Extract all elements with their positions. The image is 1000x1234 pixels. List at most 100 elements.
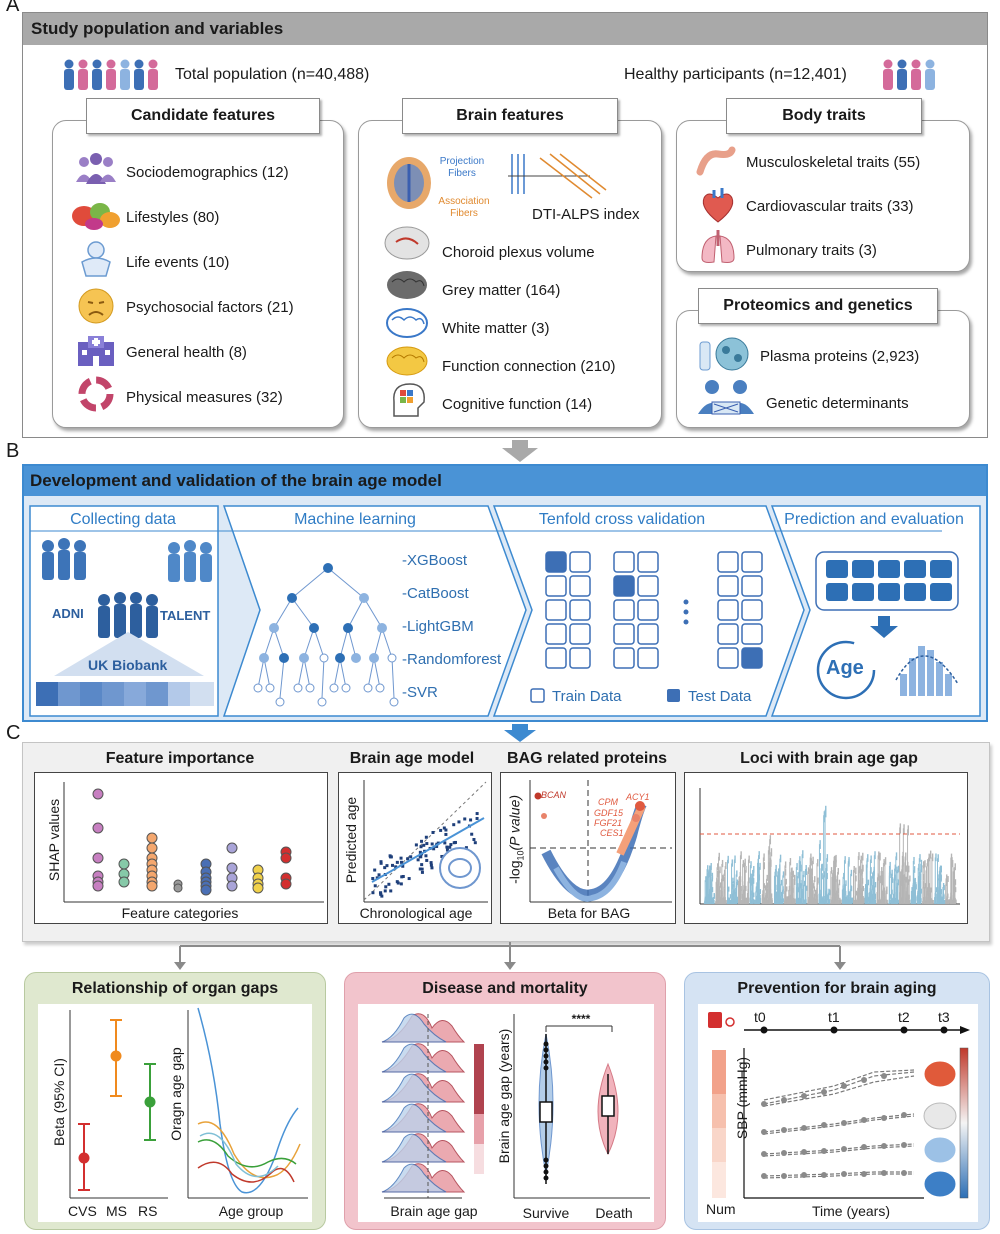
significance-label: ****	[571, 1012, 591, 1026]
body-item-2: Pulmonary traits (3)	[746, 242, 877, 259]
shap-plot	[63, 782, 324, 903]
test-data-swatch	[667, 689, 680, 702]
body-traits-title: Body traits	[726, 98, 922, 134]
cohort-illustration	[36, 538, 214, 706]
step-prediction: Prediction and evaluation	[784, 511, 964, 528]
cohort-talent: TALENT	[160, 608, 211, 623]
cohort-ukb: UK Biobank	[88, 657, 168, 673]
ml-method-xgboost: -XGBoost	[402, 552, 468, 569]
brain-item-0: Choroid plexus volume	[442, 244, 595, 261]
train-data-swatch	[530, 688, 545, 703]
dna-people-icon	[698, 380, 754, 415]
group-death: Death	[595, 1205, 633, 1221]
volcano-ylabel-post: (P value)	[506, 794, 523, 851]
shap-ylabel: SHAP values	[46, 798, 62, 882]
protein-ces1: CES1	[600, 828, 624, 838]
volcano-xlabel: Beta for BAG	[547, 905, 631, 921]
brain-item-1: Grey matter (164)	[442, 282, 561, 299]
prevention-title: Prevention for brain aging	[737, 980, 937, 997]
disease-title: Disease and mortality	[422, 980, 588, 997]
candidate-item-5: Physical measures (32)	[126, 389, 283, 406]
proteomics-item-0: Plasma proteins (2,923)	[760, 348, 920, 365]
healthy-people-icon	[883, 59, 935, 90]
body-item-0: Musculoskeletal traits (55)	[746, 154, 921, 171]
protein-gdf15: GDF15	[594, 808, 624, 818]
cv-grids	[545, 551, 763, 669]
organ-gaps-plot	[69, 1007, 308, 1199]
organ-gaps-ylabel: Beta (95% CI)	[51, 1058, 67, 1146]
protein-bcan: BCAN	[541, 790, 567, 800]
proteomics-item-1: Genetic determinants	[766, 395, 909, 412]
population-people-icon	[64, 59, 158, 90]
ml-method-lightgbm: -LightGBM	[402, 618, 474, 635]
brain-item-2: White matter (3)	[442, 320, 550, 337]
branch-arrows	[174, 942, 846, 970]
timepoint-t1: t1	[828, 1009, 840, 1025]
healthy-participants-label: Healthy participants (n=12,401)	[624, 66, 847, 83]
loci-title: Loci with brain age gap	[740, 750, 918, 767]
brain-age-xlabel: Chronological age	[359, 905, 473, 921]
ml-method-catboost: -CatBoost	[402, 585, 469, 602]
train-data-label: Train Data	[552, 688, 622, 705]
protein-fgf21: FGF21	[594, 818, 623, 828]
volcano-plot	[529, 780, 672, 903]
manhattan-plot	[699, 788, 960, 905]
brain-item-3: Function connection (210)	[442, 358, 616, 375]
lungs-icon	[701, 230, 735, 263]
group-survive: Survive	[522, 1205, 570, 1221]
section-b-title: Development and validation of the brain …	[24, 466, 986, 496]
hospital-icon	[78, 336, 114, 366]
arrow-down-ab	[502, 440, 538, 462]
section-a-title: Study population and variables	[23, 13, 987, 45]
choroid-brain-icon	[384, 226, 430, 260]
dti-axes-icon	[508, 153, 607, 199]
people-icon	[76, 153, 116, 184]
candidate-item-3: Psychosocial factors (21)	[126, 299, 294, 316]
association-fibers-label: Association Fibers	[438, 196, 490, 219]
candidate-features-title: Candidate features	[86, 98, 320, 134]
section-label-c: C	[6, 722, 21, 744]
dti-alps-label: DTI-ALPS index	[532, 206, 640, 223]
timepoint-t0: t0	[754, 1009, 766, 1025]
protein-cpm: CPM	[598, 797, 618, 807]
time-xlabel: Time (years)	[811, 1203, 891, 1219]
sad-face-icon	[78, 288, 114, 324]
arrow-down-bc	[504, 724, 536, 742]
yellow-brain-icon	[386, 346, 428, 376]
grey-brain-icon	[387, 271, 427, 299]
brain-age-model-title: Brain age model	[349, 750, 475, 767]
shap-xlabel: Feature categories	[121, 905, 239, 921]
protein-acy1: ACY1	[626, 792, 650, 802]
candidate-item-0: Sociodemographics (12)	[126, 164, 289, 181]
prevention-plot	[708, 1012, 970, 1199]
organ-gaps-xlabel2: Age group	[218, 1203, 284, 1219]
baby-icon	[81, 241, 111, 277]
prediction-illustration	[815, 551, 959, 700]
test-data-label: Test Data	[688, 688, 752, 705]
brain-features-title: Brain features	[402, 98, 618, 134]
bag-proteins-title: BAG related proteins	[506, 750, 668, 767]
brain-age-scatter	[363, 780, 488, 903]
food-icon	[72, 203, 120, 230]
head-icon	[393, 383, 425, 417]
arm-icon	[696, 146, 736, 176]
volcano-ylabel: -log10(P value)	[507, 779, 526, 899]
volcano-ylabel-pre: -log	[506, 860, 523, 884]
organ-cat-rs: RS	[138, 1203, 158, 1219]
feature-importance-title: Feature importance	[105, 750, 255, 767]
candidate-item-4: General health (8)	[126, 344, 247, 361]
section-label-a: A	[6, 0, 20, 16]
disease-xlabel: Brain age gap	[390, 1203, 478, 1219]
sbp-ylabel: SBP (mmHg)	[734, 1056, 750, 1140]
step-machine-learning: Machine learning	[294, 511, 416, 528]
timepoint-t2: t2	[898, 1009, 910, 1025]
heart-icon	[702, 188, 734, 223]
organ-gaps-ylabel2: Oragn age gap	[168, 1047, 184, 1141]
volcano-ylabel-sub: 10	[515, 850, 526, 861]
section-label-b: B	[6, 440, 20, 462]
num-label: Num	[706, 1201, 736, 1217]
ml-method-randomforest: -Randomforest	[402, 651, 502, 668]
organ-cat-cvs: CVS	[68, 1203, 97, 1219]
age-label: Age	[826, 657, 864, 679]
decision-tree-icon	[253, 563, 399, 707]
